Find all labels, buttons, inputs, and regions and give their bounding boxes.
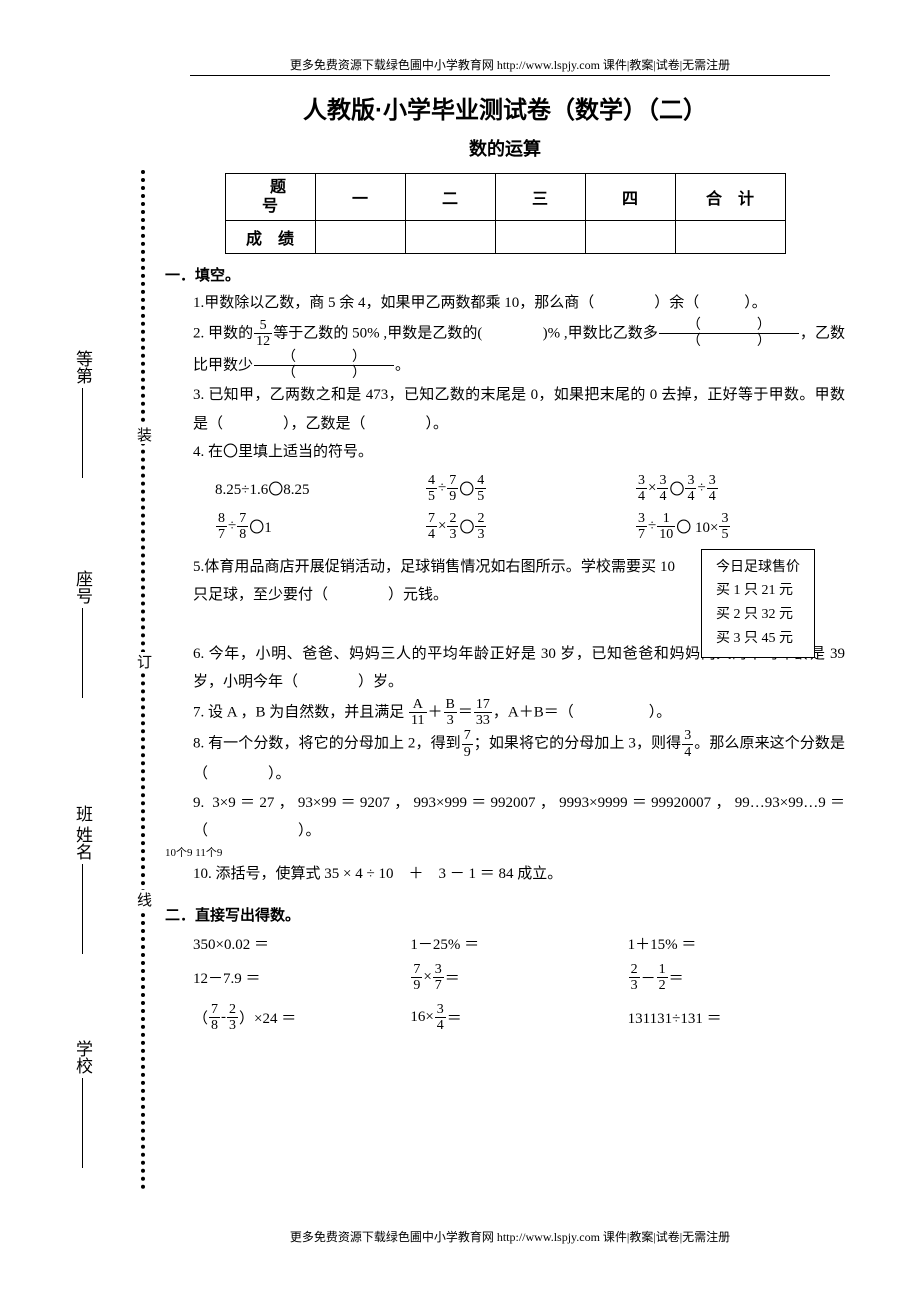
q4-row-1: 8.25÷1.6〇8.25 45÷79〇45 34×34〇34÷34 bbox=[215, 473, 845, 505]
bind-ding: 订 bbox=[133, 652, 154, 671]
score-table: 题号 一 二 三 四 合 计 成 绩 bbox=[225, 173, 786, 254]
calc-row-1: 350×0.02 ＝ 1－25% ＝ 1＋15% ＝ bbox=[193, 933, 845, 954]
q2-bigfrac-1: （ ）（ ） bbox=[659, 318, 799, 350]
price-title: 今日足球售价 bbox=[716, 556, 800, 580]
price-box: 今日足球售价 买 1 只 21 元 买 2 只 32 元 买 3 只 45 元 bbox=[701, 549, 815, 658]
side-rank: 等第 bbox=[70, 350, 95, 482]
calc-r2c2: 79×37 ＝ bbox=[410, 962, 627, 994]
page-title: 人教版·小学毕业测试卷（数学）（二） bbox=[165, 90, 845, 125]
calc-r1c3: 1＋15% ＝ bbox=[628, 933, 845, 954]
col-3: 三 bbox=[495, 174, 585, 221]
q4-r1c2: 45÷79〇45 bbox=[425, 473, 635, 505]
q4-r2c1: 87÷78〇1 bbox=[215, 511, 425, 543]
score-cell bbox=[675, 221, 785, 254]
page-footer: 更多免费资源下载绿色圃中小学教育网 http://www.lspjy.com 课… bbox=[190, 1228, 830, 1247]
side-seat-label: 座号 bbox=[73, 570, 92, 604]
th-score: 成 绩 bbox=[225, 221, 315, 254]
q2-text-d: 。 bbox=[395, 357, 410, 373]
calc-r2c3: 23－12 ＝ bbox=[628, 962, 845, 994]
page-subtitle: 数的运算 bbox=[165, 135, 845, 161]
calc-r3c2: 16×34 ＝ bbox=[410, 1002, 627, 1034]
q9: 9. 3×9＝27，93×99＝9207，993×999＝992007，9993… bbox=[193, 789, 845, 846]
q8-text-a: 8. 有一个分数，将它的分母加上 2，得到 bbox=[193, 736, 461, 752]
table-row: 成 绩 bbox=[225, 221, 785, 254]
table-row: 题号 一 二 三 四 合 计 bbox=[225, 174, 785, 221]
score-cell bbox=[585, 221, 675, 254]
calc-r3c3: 131131÷131 ＝ bbox=[628, 1007, 845, 1028]
side-class-label: 班 姓名 bbox=[73, 805, 92, 860]
q5-wrap: 今日足球售价 买 1 只 21 元 买 2 只 32 元 买 3 只 45 元 … bbox=[165, 553, 845, 640]
price-line-2: 买 2 只 32 元 bbox=[716, 603, 800, 627]
calc-grid: 350×0.02 ＝ 1－25% ＝ 1＋15% ＝ 12－7.9 ＝ 79×3… bbox=[193, 933, 845, 1034]
q4-grid: 8.25÷1.6〇8.25 45÷79〇45 34×34〇34÷34 87÷78… bbox=[215, 473, 845, 543]
price-line-3: 买 3 只 45 元 bbox=[716, 627, 800, 651]
th-col-label: 题号 bbox=[225, 174, 315, 221]
q7: 7. 设 A ，B 为自然数，并且满足 A11＋B3＝1733，A＋B＝（ ）。 bbox=[193, 697, 845, 729]
calc-r1c2: 1－25% ＝ bbox=[410, 933, 627, 954]
q4-r1c1: 8.25÷1.6〇8.25 bbox=[215, 473, 425, 505]
q3: 3. 已知甲，乙两数之和是 473，已知乙数的末尾是 0，如果把末尾的 0 去掉… bbox=[193, 381, 845, 438]
side-fields: 学校 班 姓名 座号 等第 bbox=[70, 170, 110, 1190]
q4-r1c3: 34×34〇34÷34 bbox=[635, 473, 845, 505]
col-total: 合 计 bbox=[675, 174, 785, 221]
binding-line: 装 订 线 bbox=[115, 170, 165, 1190]
q9-brace: 10个9 11个9 bbox=[165, 844, 845, 860]
page-header: 更多免费资源下载绿色圃中小学教育网 http://www.lspjy.com 课… bbox=[190, 56, 830, 76]
score-cell bbox=[315, 221, 405, 254]
main-content: 人教版·小学毕业测试卷（数学）（二） 数的运算 题号 一 二 三 四 合 计 成… bbox=[165, 90, 845, 1042]
calc-r1c1: 350×0.02 ＝ bbox=[193, 933, 410, 954]
col-4: 四 bbox=[585, 174, 675, 221]
section-1-header: 一．填空。 bbox=[165, 264, 845, 285]
q7-text-b: ，A＋B＝（ ）。 bbox=[493, 704, 671, 720]
q4-r2c3: 37÷110 〇 10×35 bbox=[635, 511, 845, 543]
calc-r2c1: 12－7.9 ＝ bbox=[193, 967, 410, 988]
q2: 2. 甲数的512等于乙数的 50% ,甲数是乙数的( )% ,甲数比乙数多（ … bbox=[193, 318, 845, 382]
score-cell bbox=[495, 221, 585, 254]
q4-header: 4. 在〇里填上适当的符号。 bbox=[193, 438, 845, 467]
bind-xian: 线 bbox=[133, 890, 154, 909]
dotted-line bbox=[141, 170, 145, 1190]
bind-zhuang: 装 bbox=[133, 425, 154, 444]
q4-row-2: 87÷78〇1 74×23〇23 37÷110 〇 10×35 bbox=[215, 511, 845, 543]
q2-text-a: 2. 甲数的 bbox=[193, 325, 253, 341]
side-seat: 座号 bbox=[70, 570, 95, 702]
section-2-header: 二．直接写出得数。 bbox=[165, 904, 845, 925]
side-rank-label: 等第 bbox=[73, 350, 92, 384]
score-cell bbox=[405, 221, 495, 254]
side-school-label: 学校 bbox=[73, 1040, 92, 1074]
side-class: 班 姓名 bbox=[70, 805, 95, 958]
q10: 10. 添括号，使算式 35 × 4 ÷ 10 ＋ 3 － 1 ＝ 84 成立。 bbox=[193, 860, 845, 889]
calc-row-2: 12－7.9 ＝ 79×37 ＝ 23－12 ＝ bbox=[193, 962, 845, 994]
col-1: 一 bbox=[315, 174, 405, 221]
q7-text-a: 7. 设 A ，B 为自然数，并且满足 bbox=[193, 704, 408, 720]
side-school: 学校 bbox=[70, 1040, 95, 1172]
q8: 8. 有一个分数，将它的分母加上 2，得到79；如果将它的分母加上 3，则得34… bbox=[193, 728, 845, 788]
col-2: 二 bbox=[405, 174, 495, 221]
q1: 1.甲数除以乙数，商 5 余 4，如果甲乙两数都乘 10，那么商（ ）余（ ）。 bbox=[193, 289, 845, 318]
q2-text-b: 等于乙数的 50% ,甲数是乙数的( )% ,甲数比乙数多 bbox=[273, 325, 658, 341]
price-line-1: 买 1 只 21 元 bbox=[716, 579, 800, 603]
frac-5-12: 512 bbox=[254, 318, 272, 350]
q4-r2c2: 74×23〇23 bbox=[425, 511, 635, 543]
q8-text-b: ；如果将它的分母加上 3，则得 bbox=[474, 736, 681, 752]
calc-row-3: （78-23）×24 ＝ 16×34 ＝ 131131÷131 ＝ bbox=[193, 1002, 845, 1034]
q2-bigfrac-2: （ ）（ ） bbox=[254, 350, 394, 382]
calc-r3c1: （78-23）×24 ＝ bbox=[193, 1002, 410, 1034]
